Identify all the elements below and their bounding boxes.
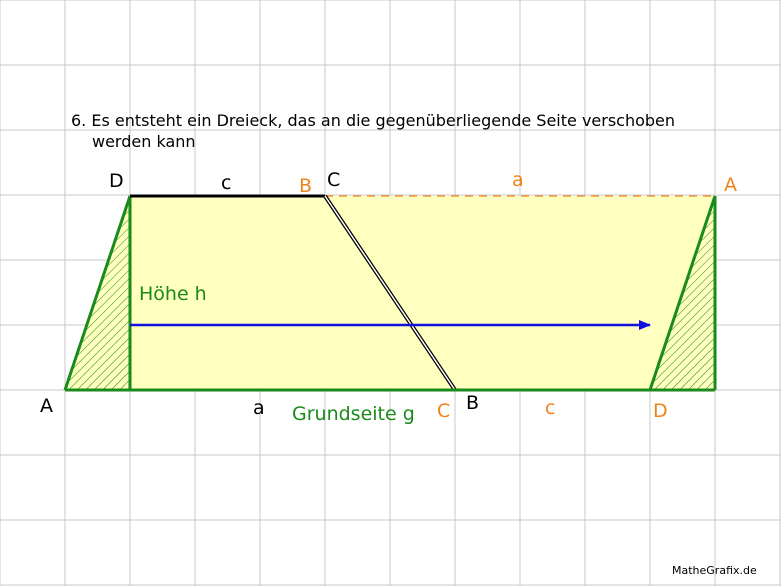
label-vertex-a-left: A [40, 395, 53, 417]
side-b-inner [324, 195, 456, 391]
rectangle-area [130, 196, 715, 390]
label-side-a-top: a [512, 169, 524, 191]
label-vertex-c-top: C [327, 169, 340, 191]
caption: 6. Es entsteht ein Dreieck, das an die g… [71, 110, 731, 152]
side-d-a [63, 195, 132, 391]
credit: MatheGrafix.de [672, 564, 757, 577]
label-base: Grundseite g [292, 403, 415, 425]
label-vertex-d-top: D [109, 170, 124, 192]
caption-line-1: 6. Es entsteht ein Dreieck, das an die g… [71, 111, 676, 130]
label-side-c-bottom: c [545, 397, 555, 419]
label-height: Höhe h [139, 283, 207, 305]
label-vertex-b-top: B [299, 175, 312, 197]
label-side-c-top: c [221, 172, 231, 194]
label-vertex-c-bottom: C [437, 400, 450, 422]
label-vertex-d-bottom: D [653, 400, 668, 422]
label-vertex-a-right: A [724, 174, 737, 196]
label-vertex-b-bottom: B [466, 392, 479, 414]
label-side-a-bottom: a [253, 397, 265, 419]
caption-line-2: werden kann [92, 132, 196, 151]
right-triangle-hyp [648, 195, 717, 391]
